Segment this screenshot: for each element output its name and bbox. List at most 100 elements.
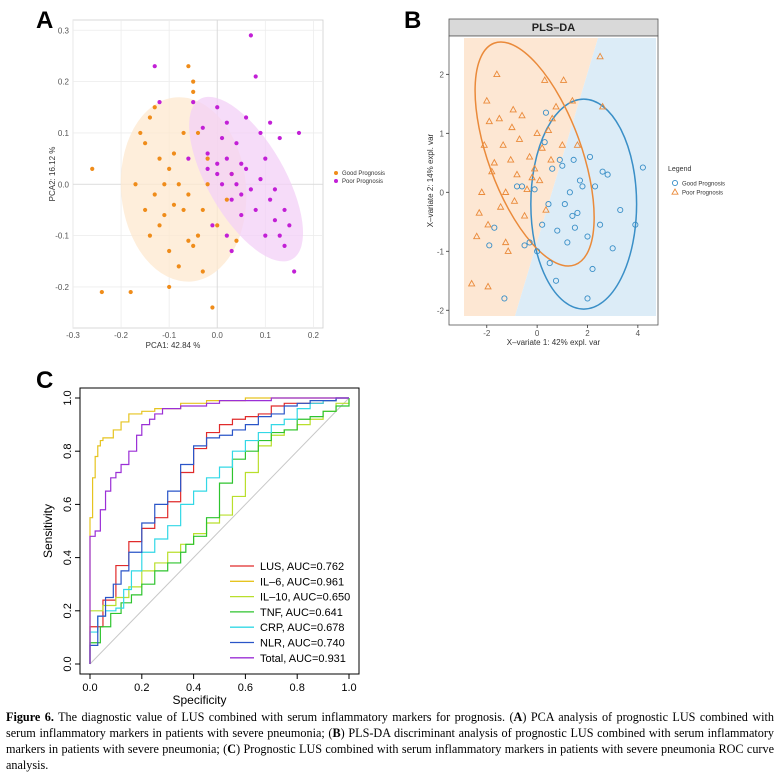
good-prognosis-point — [486, 242, 493, 249]
good-prognosis-point — [569, 212, 576, 219]
good-prognosis-point — [171, 151, 177, 156]
good-prognosis-point — [591, 183, 599, 190]
good-prognosis-point — [617, 206, 624, 214]
poor-prognosis-point — [483, 96, 491, 104]
poor-prognosis-point — [513, 170, 521, 178]
good-prognosis-point — [564, 239, 571, 246]
good-prognosis-point — [586, 153, 594, 160]
good-prognosis-point — [186, 64, 191, 69]
good-prognosis-point — [176, 182, 181, 187]
poor-prognosis-point — [540, 76, 549, 83]
caption-fragment: ) PLS-DA discriminant analysis of progno… — [6, 726, 774, 756]
good-prognosis-point — [559, 162, 566, 169]
good-prognosis-point — [609, 245, 616, 252]
poor-prognosis-point — [157, 100, 162, 105]
plsda-y-tick-label: 0 — [440, 188, 445, 197]
roc-curve-4 — [89, 398, 350, 664]
poor-prognosis-point — [219, 135, 225, 141]
poor-prognosis-point — [493, 70, 501, 77]
poor-prognosis-point — [224, 156, 229, 161]
poor-prognosis-point — [200, 125, 205, 130]
poor-prognosis-point — [548, 114, 557, 122]
poor-prognosis-point — [277, 233, 282, 238]
good-prognosis-point — [147, 233, 153, 238]
poor-prognosis-point — [282, 207, 287, 213]
panel-a-letter: A — [36, 7, 53, 34]
poor-prognosis-point — [210, 223, 215, 228]
panel-b-letter: B — [404, 7, 421, 34]
poor-prognosis-point — [495, 114, 504, 122]
good-prognosis-point — [133, 182, 138, 187]
plsda-y-tick-label: -1 — [437, 247, 445, 256]
roc-legend-label: TNF, AUC=0.641 — [260, 607, 343, 619]
good-prognosis-point — [191, 79, 196, 84]
poor-prognosis-point — [568, 96, 577, 104]
good-prognosis-point — [570, 156, 577, 163]
pca-legend-marker — [334, 179, 338, 183]
roc-y-tick-label: 1.0 — [62, 390, 74, 405]
plsda-x-tick-label: 2 — [585, 329, 590, 338]
poor-prognosis-point — [528, 173, 536, 181]
good-prognosis-point — [542, 109, 549, 116]
caption-label: Figure 6. — [6, 710, 54, 724]
poor-prognosis-point — [277, 135, 282, 141]
plsda-y-tick-label: 1 — [440, 129, 445, 138]
poor-prognosis-point — [501, 238, 510, 246]
poor-prognosis-point — [263, 156, 268, 161]
poor-prognosis-point — [518, 111, 526, 119]
pca-y-tick-label: -0.1 — [55, 232, 69, 241]
poor-prognosis-point — [215, 161, 220, 166]
good-prognosis-point — [584, 295, 591, 302]
roc-reference-line — [89, 397, 350, 665]
poor-prognosis-point — [558, 140, 567, 148]
poor-prognosis-point — [515, 135, 524, 142]
roc-legend-label: NLR, AUC=0.740 — [260, 638, 345, 650]
poor-prognosis-point — [292, 269, 297, 274]
poor-prognosis-point — [504, 247, 512, 254]
caption-text: The diagnostic value of LUS combined wit… — [6, 710, 774, 772]
poor-prognosis-point — [234, 182, 239, 187]
roc-x-tick-label: 0.6 — [238, 682, 253, 694]
poor-prognosis-point — [248, 187, 253, 192]
pca-x-tick-label: -0.2 — [114, 331, 128, 340]
good-prognosis-point — [639, 164, 646, 171]
good-prognosis-point — [205, 156, 210, 161]
poor-prognosis-point — [559, 76, 568, 83]
poor-prognosis-point — [287, 223, 292, 228]
good-prognosis-point — [545, 201, 552, 208]
poor-prognosis-point — [243, 115, 249, 120]
roc-legend-label: Total, AUC=0.931 — [260, 653, 346, 665]
good-prognosis-point — [552, 277, 560, 284]
pca-x-tick-label: -0.3 — [66, 331, 80, 340]
good-prognosis-point — [554, 227, 561, 234]
good-prognosis-point — [167, 248, 172, 254]
good-prognosis-point — [191, 243, 196, 248]
pca-y-tick-label: 0.0 — [58, 180, 70, 189]
pca-y-tick-label: 0.2 — [58, 78, 70, 87]
roc-x-tick-label: 0.8 — [290, 682, 305, 694]
poor-prognosis-point — [496, 202, 505, 210]
poor-prognosis-point — [499, 140, 507, 148]
good-prognosis-point — [491, 224, 498, 231]
poor-prognosis-point — [229, 171, 234, 177]
poor-prognosis-point — [484, 220, 492, 228]
good-prognosis-point — [143, 207, 148, 213]
poor-prognosis-point — [253, 74, 258, 79]
roc-x-axis-label: Specificity — [172, 693, 226, 707]
poor-prognosis-point — [475, 208, 483, 216]
figure-caption: Figure 6. The diagnostic value of LUS co… — [6, 709, 774, 773]
poor-prognosis-point — [296, 130, 302, 136]
good-prognosis-point — [571, 224, 578, 231]
good-prognosis-point — [518, 183, 526, 190]
good-prognosis-point — [521, 242, 528, 249]
poor-prognosis-point — [542, 205, 550, 213]
pca-y-tick-label: 0.3 — [58, 26, 70, 35]
poor-prognosis-point — [229, 248, 234, 254]
good-prognosis-point — [526, 239, 533, 246]
roc-legend-label: LUS, AUC=0.762 — [260, 561, 344, 573]
poor-prognosis-point — [234, 141, 239, 146]
good-prognosis-point — [561, 201, 568, 208]
plsda-x-axis-label: X–variate 1: 42% expl. var — [507, 338, 601, 347]
plsda-y-axis-label: X–variate 2: 14% expl. var — [426, 133, 435, 227]
